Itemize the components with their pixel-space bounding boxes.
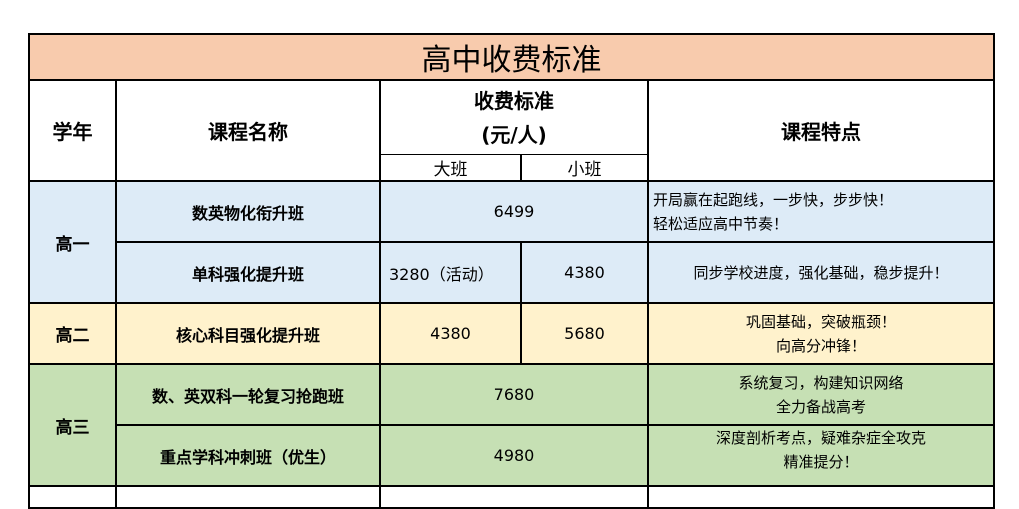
empty-cell — [115, 485, 381, 509]
features-line: 巩固基础，突破瓶颈！ — [746, 312, 897, 331]
grade-cell: 高二 — [28, 302, 117, 365]
features-line: 轻松适应高中节奏！ — [653, 214, 789, 233]
grade-cell: 高三 — [28, 363, 117, 487]
table-row: 重点学科冲刺班（优生） 4980 深度剖析考点，疑难杂症全攻克 精准提分！ — [29, 424, 996, 487]
big-class-price: 3280（活动） — [379, 241, 522, 304]
small-class-price: 5680 — [520, 302, 649, 365]
course-cell: 重点学科冲刺班（优生） — [115, 424, 381, 487]
features-line: 开局赢在起跑线，一步快，步步快！ — [653, 190, 894, 209]
course-cell: 数、英双科一轮复习抢跑班 — [115, 363, 381, 426]
empty-cell — [28, 485, 117, 509]
header-big-class: 大班 — [379, 154, 522, 182]
features-line: 向高分冲锋！ — [776, 336, 867, 355]
course-cell: 数英物化衔升班 — [115, 180, 381, 243]
features-line: 全力备战高考 — [776, 397, 867, 416]
course-cell: 单科强化提升班 — [115, 241, 381, 304]
table-row-partial — [28, 485, 996, 509]
table-row: 高一 数英物化衔升班 6499 开局赢在起跑线，一步快，步步快！ 轻松适应高中节… — [28, 180, 996, 304]
header-features: 课程特点 — [646, 79, 996, 182]
features-cell: 系统复习，构建知识网络 全力备战高考 — [646, 363, 996, 426]
features-cell: 开局赢在起跑线，一步快，步步快！ 轻松适应高中节奏！ — [646, 180, 996, 243]
price-cell: 4980 — [379, 424, 649, 487]
features-cell: 巩固基础，突破瓶颈！ 向高分冲锋！ — [646, 302, 996, 365]
big-class-price: 4380 — [379, 302, 522, 365]
course-cell: 核心科目强化提升班 — [115, 302, 381, 365]
header-course: 课程名称 — [115, 79, 381, 182]
price-cell: 7680 — [379, 363, 649, 426]
table-row: 高三 数、英双科一轮复习抢跑班 7680 系统复习，构建知识网络 全力备战高考 — [28, 363, 996, 487]
empty-cell — [646, 485, 996, 509]
header-fee: 收费标准 (元/人) — [379, 79, 649, 155]
grade-cell: 高一 — [28, 180, 117, 304]
header-year: 学年 — [28, 79, 117, 182]
header-fee-line2: (元/人) — [481, 122, 547, 147]
features-cell: 深度剖析考点，疑难杂症全攻克 精准提分！ — [646, 424, 996, 487]
header-fee-line1: 收费标准 — [474, 88, 554, 113]
header-small-class: 小班 — [520, 154, 649, 182]
table-title: 高中收费标准 — [27, 33, 996, 81]
features-line: 精准提分！ — [783, 453, 859, 471]
fee-table: 高中收费标准 学年 课程名称 收费标准 (元/人) 课程特点 大班 小班 高一 … — [27, 33, 996, 509]
features-line: 深度剖析考点，疑难杂症全攻克 — [716, 429, 927, 447]
empty-cell — [379, 485, 649, 509]
table-row: 单科强化提升班 3280（活动） 4380 同步学校进度，强化基础，稳步提升！ — [29, 241, 996, 304]
features-line: 同步学校进度，强化基础，稳步提升！ — [693, 263, 949, 282]
features-line: 系统复习，构建知识网络 — [738, 373, 904, 392]
price-cell: 6499 — [379, 180, 649, 243]
small-class-price: 4380 — [520, 241, 649, 304]
features-cell: 同步学校进度，强化基础，稳步提升！ — [646, 241, 996, 304]
table-row: 高二 核心科目强化提升班 4380 5680 巩固基础，突破瓶颈！ 向高分冲锋！ — [28, 302, 996, 365]
